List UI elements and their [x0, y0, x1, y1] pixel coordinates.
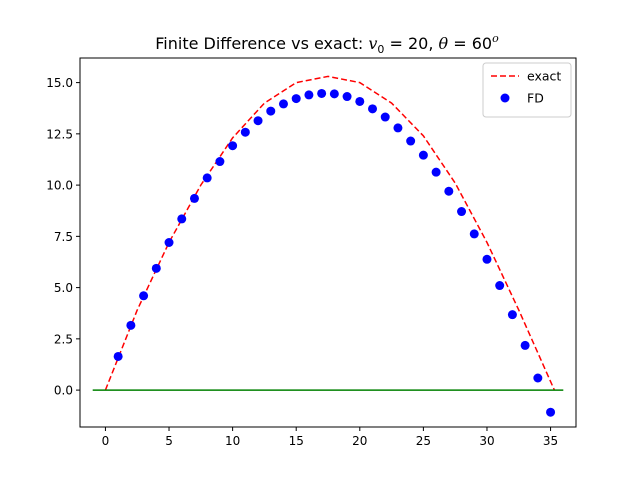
legend-exact-label: exact: [527, 69, 561, 84]
fd-point: [546, 407, 556, 417]
x-tick-label: 0: [102, 434, 110, 448]
fd-point: [253, 116, 263, 126]
fd-point: [507, 310, 517, 320]
axes-frame: [79, 57, 577, 428]
chart-title: Finite Difference vs exact: v0 = 20, θ =…: [155, 32, 499, 56]
legend-fd-label: FD: [527, 91, 544, 106]
fd-point: [355, 96, 365, 106]
fd-point: [457, 207, 467, 217]
fd-point: [533, 373, 543, 383]
y-tick-label: 5.0: [54, 281, 73, 295]
fd-point: [266, 106, 276, 116]
fd-point: [126, 320, 136, 330]
fd-point: [291, 94, 301, 104]
axis-ticks: 0 5 10 15 20 25 30 35 0.0 2.5 5.0 7.5 10.0 12.5 15.0: [46, 76, 558, 448]
fd-point: [469, 229, 479, 239]
fd-point: [189, 193, 199, 203]
legend: exact FD: [482, 62, 572, 118]
fd-point: [215, 157, 225, 167]
x-tick-label: 20: [352, 434, 367, 448]
fd-point: [317, 88, 327, 98]
fd-point: [177, 214, 187, 224]
x-tick-label: 15: [289, 434, 304, 448]
fd-point: [329, 89, 339, 99]
fd-point: [431, 167, 441, 177]
y-tick-label: 12.5: [46, 127, 73, 141]
y-tick-label: 15.0: [46, 76, 73, 90]
fd-point: [393, 123, 403, 133]
fd-point: [151, 263, 161, 273]
fd-point: [202, 173, 212, 183]
fd-point: [113, 351, 123, 361]
fd-point: [520, 340, 530, 350]
x-tick-label: 5: [165, 434, 173, 448]
fd-point: [418, 150, 428, 160]
x-tick-label: 25: [416, 434, 431, 448]
x-tick-label: 10: [225, 434, 240, 448]
fd-point: [444, 186, 454, 196]
y-tick-label: 2.5: [54, 332, 73, 346]
fd-point: [304, 90, 314, 100]
fd-point: [495, 281, 505, 291]
fd-point: [278, 99, 288, 109]
y-tick-label: 7.5: [54, 230, 73, 244]
fd-point: [240, 127, 250, 137]
fd-point: [368, 104, 378, 114]
fd-point: [380, 112, 390, 122]
fd-point: [139, 291, 149, 301]
y-tick-label: 10.0: [46, 179, 73, 193]
legend-fd-swatch: [500, 93, 510, 103]
x-tick-label: 30: [479, 434, 494, 448]
plot-area: [92, 75, 564, 417]
x-tick-label: 35: [543, 434, 558, 448]
fd-point: [482, 254, 492, 264]
exact-series-line: [104, 75, 556, 391]
fd-point: [164, 238, 174, 247]
fd-point: [228, 141, 238, 151]
y-tick-label: 0.0: [54, 384, 73, 398]
fd-point: [406, 136, 416, 146]
fd-point: [342, 92, 352, 102]
